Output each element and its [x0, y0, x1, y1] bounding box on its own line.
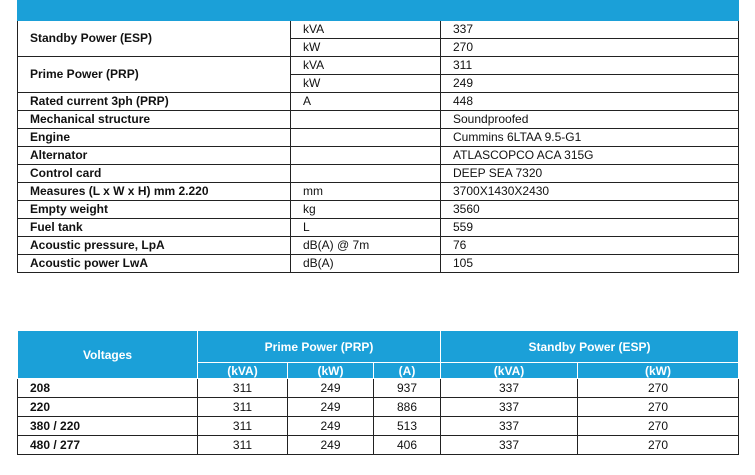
sub-header: (kW)	[577, 362, 740, 379]
spec-row: Acoustic power LwA dB(A) 105	[17, 254, 740, 273]
spec-label: Prime Power (PRP)	[17, 56, 291, 93]
spec-unit: L	[290, 218, 441, 237]
cell: 270	[577, 378, 740, 398]
cell: 513	[372, 416, 442, 436]
spec-label: Empty weight	[17, 200, 291, 219]
spec-label: Acoustic pressure, LpA	[17, 236, 291, 255]
voltage: 380 / 220	[17, 416, 198, 436]
spec-value: 249	[439, 74, 740, 93]
cell: 406	[372, 435, 442, 455]
standby-header: Standby Power (ESP)	[440, 330, 740, 363]
spec-unit: A	[290, 92, 441, 111]
spec-value: 76	[439, 236, 740, 255]
spec-table: Standby Power (ESP) kVA 337 kW 270 Prime Powe…	[16, 0, 740, 273]
voltage-table: Voltages Prime Power (PRP) Standby Power…	[17, 330, 740, 455]
spec-unit	[290, 164, 441, 183]
voltage: 208	[17, 378, 198, 398]
spec-row: Standby Power (ESP) kVA 337	[17, 20, 740, 57]
spec-row: Engine Cummins 6LTAA 9.5-G1	[17, 128, 740, 147]
spec-value: 337	[439, 20, 740, 39]
cell: 337	[440, 397, 579, 417]
cell: 249	[287, 397, 374, 417]
cell: 311	[197, 397, 288, 417]
cell: 270	[577, 416, 740, 436]
spec-label: Control card	[17, 164, 291, 183]
spec-row: Acoustic pressure, LpA dB(A) @ 7m 76	[17, 236, 740, 255]
spec-unit: kVA	[290, 20, 441, 39]
cell: 337	[440, 435, 579, 455]
spec-unit: kg	[290, 200, 441, 219]
spec-row: Prime Power (PRP) kVA 311	[17, 56, 740, 93]
spec-value: 311	[439, 56, 740, 75]
sub-header: (A)	[372, 362, 442, 379]
spec-unit	[290, 110, 441, 129]
spec-row: Alternator ATLASCOPCO ACA 315G	[17, 146, 740, 165]
spec-row: Control card DEEP SEA 7320	[17, 164, 740, 183]
spec-value: 270	[439, 38, 740, 57]
spec-unit: dB(A)	[290, 254, 441, 273]
sub-header: (kW)	[287, 362, 374, 379]
cell: 311	[197, 435, 288, 455]
spec-unit	[290, 128, 441, 147]
cell: 249	[287, 378, 374, 398]
voltage-row: 220 311 249 886 337 270	[17, 397, 740, 417]
spec-label: Engine	[17, 128, 291, 147]
spec-value: Cummins 6LTAA 9.5-G1	[439, 128, 740, 147]
spec-row: Empty weight kg 3560	[17, 200, 740, 219]
cell: 270	[577, 435, 740, 455]
voltage-row: 380 / 220 311 249 513 337 270	[17, 416, 740, 436]
cell: 886	[372, 397, 442, 417]
spec-value: 448	[439, 92, 740, 111]
cell: 249	[287, 435, 374, 455]
spec-row: Rated current 3ph (PRP) A 448	[17, 92, 740, 111]
spec-unit: kW	[290, 74, 441, 93]
spec-label: Acoustic power LwA	[17, 254, 291, 273]
cell: 311	[197, 378, 288, 398]
cell: 337	[440, 416, 579, 436]
cell: 337	[440, 378, 579, 398]
prime-header: Prime Power (PRP)	[196, 330, 442, 363]
spec-label: Alternator	[17, 146, 291, 165]
cell: 270	[577, 397, 740, 417]
cell: 311	[197, 416, 288, 436]
spec-value: Soundproofed	[439, 110, 740, 129]
voltage-row: 480 / 277 311 249 406 337 270	[17, 435, 740, 455]
voltage: 480 / 277	[17, 435, 198, 455]
spec-label: Mechanical structure	[17, 110, 291, 129]
sub-header: (kVA)	[197, 362, 288, 379]
voltage: 220	[17, 397, 198, 417]
sub-header: (kVA)	[440, 362, 579, 379]
spec-value: 559	[439, 218, 740, 237]
spec-value: ATLASCOPCO ACA 315G	[439, 146, 740, 165]
voltages-header: Voltages	[17, 330, 198, 379]
spec-value: 3560	[439, 200, 740, 219]
spec-row: Mechanical structure Soundproofed	[17, 110, 740, 129]
spec-unit: dB(A) @ 7m	[290, 236, 441, 255]
spec-unit: kW	[290, 38, 441, 57]
voltage-row: 208 311 249 937 337 270	[17, 378, 740, 398]
spec-unit: kVA	[290, 56, 441, 75]
spec-unit	[290, 146, 441, 165]
spec-row: Measures (L x W x H) mm 2.220 mm 3700X1430…	[17, 182, 740, 201]
spec-label: Rated current 3ph (PRP)	[17, 92, 291, 111]
cell: 937	[372, 378, 442, 398]
spec-unit: mm	[290, 182, 441, 201]
spec-label: Measures (L x W x H) mm 2.220	[17, 182, 291, 201]
spec-row: Fuel tank L 559	[17, 218, 740, 237]
spec-value: 3700X1430X2430	[439, 182, 740, 201]
spec-value: 105	[439, 254, 740, 273]
spec-value: DEEP SEA 7320	[439, 164, 740, 183]
cell: 249	[287, 416, 374, 436]
spec-label: Standby Power (ESP)	[17, 20, 291, 57]
header-bar	[16, 0, 740, 21]
spec-label: Fuel tank	[17, 218, 291, 237]
